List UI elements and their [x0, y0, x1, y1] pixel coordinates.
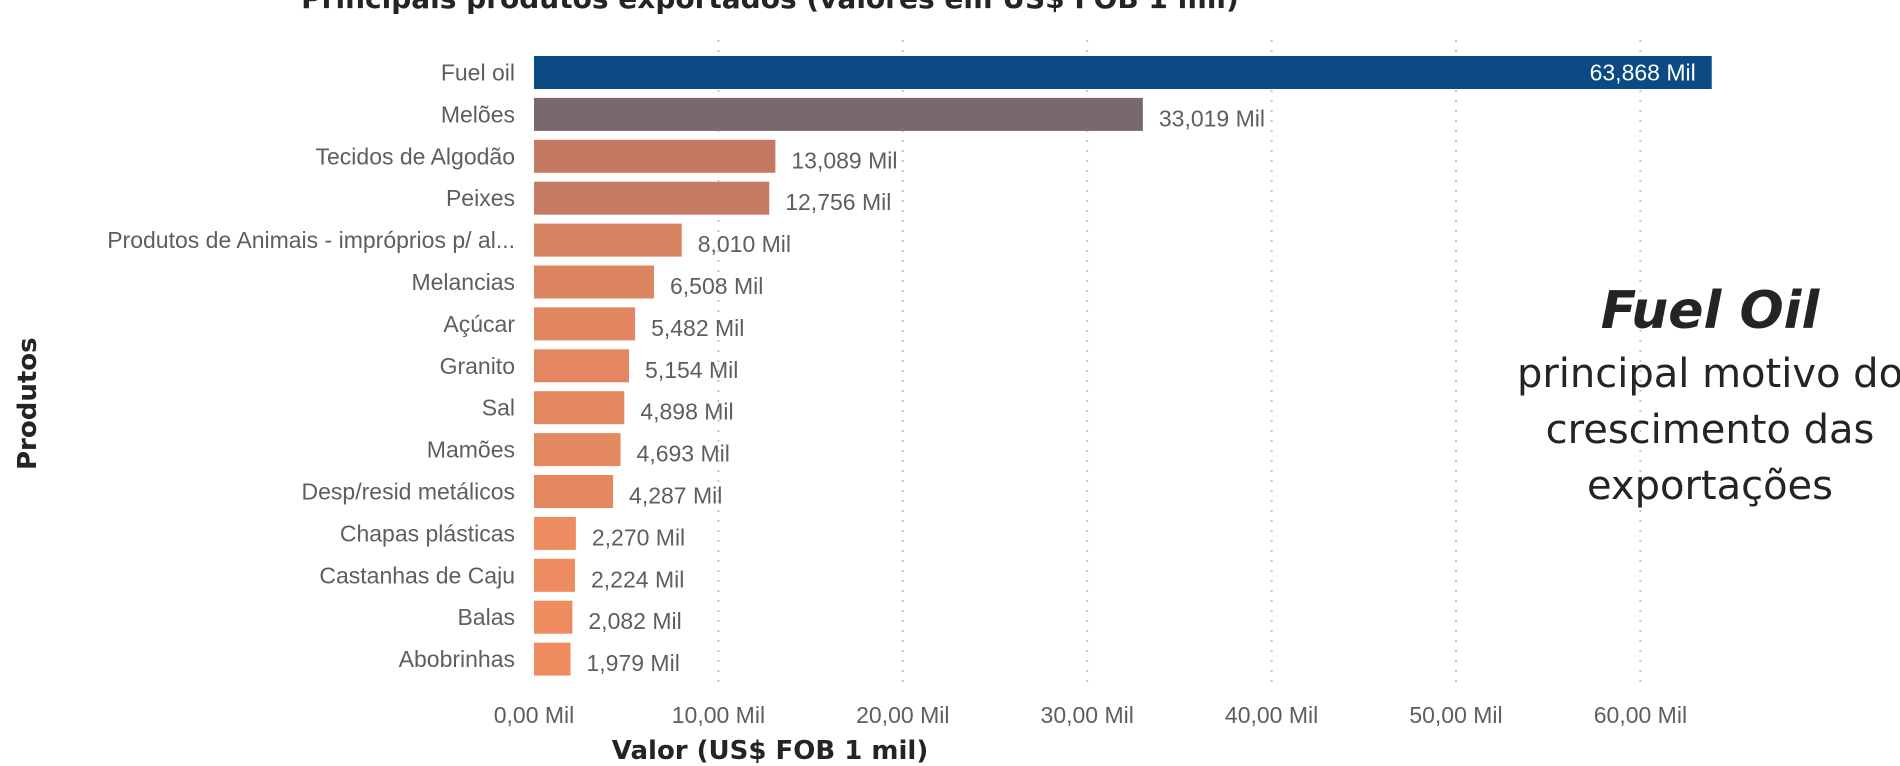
y-axis-title: Produtos	[13, 337, 43, 470]
category-label: Balas	[457, 604, 515, 630]
bar[interactable]	[534, 433, 621, 467]
grid-lines	[717, 40, 1642, 690]
category-label: Sal	[482, 395, 515, 421]
bar[interactable]	[534, 642, 571, 676]
category-label: Fuel oil	[441, 60, 515, 86]
callout-line: principal motivo do	[1516, 351, 1900, 397]
x-tick-label: 0,00 Mil	[494, 702, 575, 728]
category-label: Peixes	[446, 185, 515, 211]
category-label: Melões	[441, 101, 515, 127]
x-tick-label: 30,00 Mil	[1041, 702, 1134, 728]
x-tick-label: 60,00 Mil	[1594, 702, 1687, 728]
callout-headline: Fuel Oil	[1600, 281, 1820, 341]
bar[interactable]	[534, 139, 776, 173]
x-tick-label: 10,00 Mil	[672, 702, 765, 728]
x-axis-ticks: 0,00 Mil 10,00 Mil 20,00 Mil 30,00 Mil 40,00…	[494, 702, 1687, 728]
data-label: 13,089 Mil	[791, 147, 897, 173]
bar[interactable]	[534, 265, 655, 299]
data-label: 8,010 Mil	[698, 231, 791, 257]
data-label: 63,868 Mil	[1590, 60, 1696, 86]
category-label: Desp/resid metálicos	[302, 479, 515, 505]
data-label: 1,979 Mil	[586, 650, 679, 676]
data-label: 12,756 Mil	[785, 189, 891, 215]
data-label: 33,019 Mil	[1159, 105, 1265, 131]
x-tick-label: 40,00 Mil	[1225, 702, 1318, 728]
category-label: Abobrinhas	[399, 646, 515, 672]
category-label: Chapas plásticas	[340, 520, 515, 546]
bar[interactable]	[534, 558, 576, 592]
callout-annotation: Fuel Oil principal motivo do crescimento…	[1500, 276, 1900, 514]
data-label: 4,287 Mil	[629, 483, 722, 509]
x-tick-label: 20,00 Mil	[856, 702, 949, 728]
callout-line: exportações	[1587, 463, 1833, 509]
bar[interactable]	[534, 56, 1712, 89]
category-label: Produtos de Animais - impróprios p/ al..…	[107, 227, 515, 253]
data-label: 2,270 Mil	[592, 524, 685, 550]
bar[interactable]	[534, 223, 682, 257]
x-axis-title: Valor (US$ FOB 1 mil)	[611, 736, 929, 766]
category-label: Granito	[440, 353, 515, 379]
category-label: Melancias	[411, 269, 515, 295]
category-labels: Fuel oil Melões Tecidos de Algodão Peixes Pr…	[107, 60, 515, 673]
category-label: Mamões	[427, 437, 515, 463]
callout-body: principal motivo do crescimento das expo…	[1500, 346, 1900, 514]
data-label: 6,508 Mil	[670, 273, 763, 299]
data-label: 4,693 Mil	[637, 441, 730, 467]
x-tick-label: 50,00 Mil	[1409, 702, 1502, 728]
data-label: 5,154 Mil	[645, 357, 738, 383]
bar[interactable]	[534, 391, 625, 425]
category-label: Tecidos de Algodão	[316, 143, 516, 169]
bar[interactable]	[534, 307, 636, 341]
callout-line: crescimento das	[1545, 407, 1875, 453]
category-label: Castanhas de Caju	[319, 562, 515, 588]
data-label: 5,482 Mil	[651, 315, 744, 341]
category-label: Açúcar	[443, 311, 515, 337]
bar[interactable]	[534, 349, 630, 383]
bar[interactable]	[534, 475, 614, 508]
bars	[534, 56, 1712, 676]
bar[interactable]	[534, 97, 1143, 131]
bar[interactable]	[534, 600, 573, 634]
data-labels: 63,868 Mil 33,019 Mil 13,089 Mil 12,756 Mil…	[586, 60, 1695, 677]
bar[interactable]	[534, 181, 770, 215]
chart-title: Principais produtos exportados (valores …	[0, 0, 1540, 15]
data-label: 2,224 Mil	[591, 566, 684, 592]
bar[interactable]	[534, 516, 576, 550]
data-label: 2,082 Mil	[588, 608, 681, 634]
data-label: 4,898 Mil	[640, 399, 733, 425]
